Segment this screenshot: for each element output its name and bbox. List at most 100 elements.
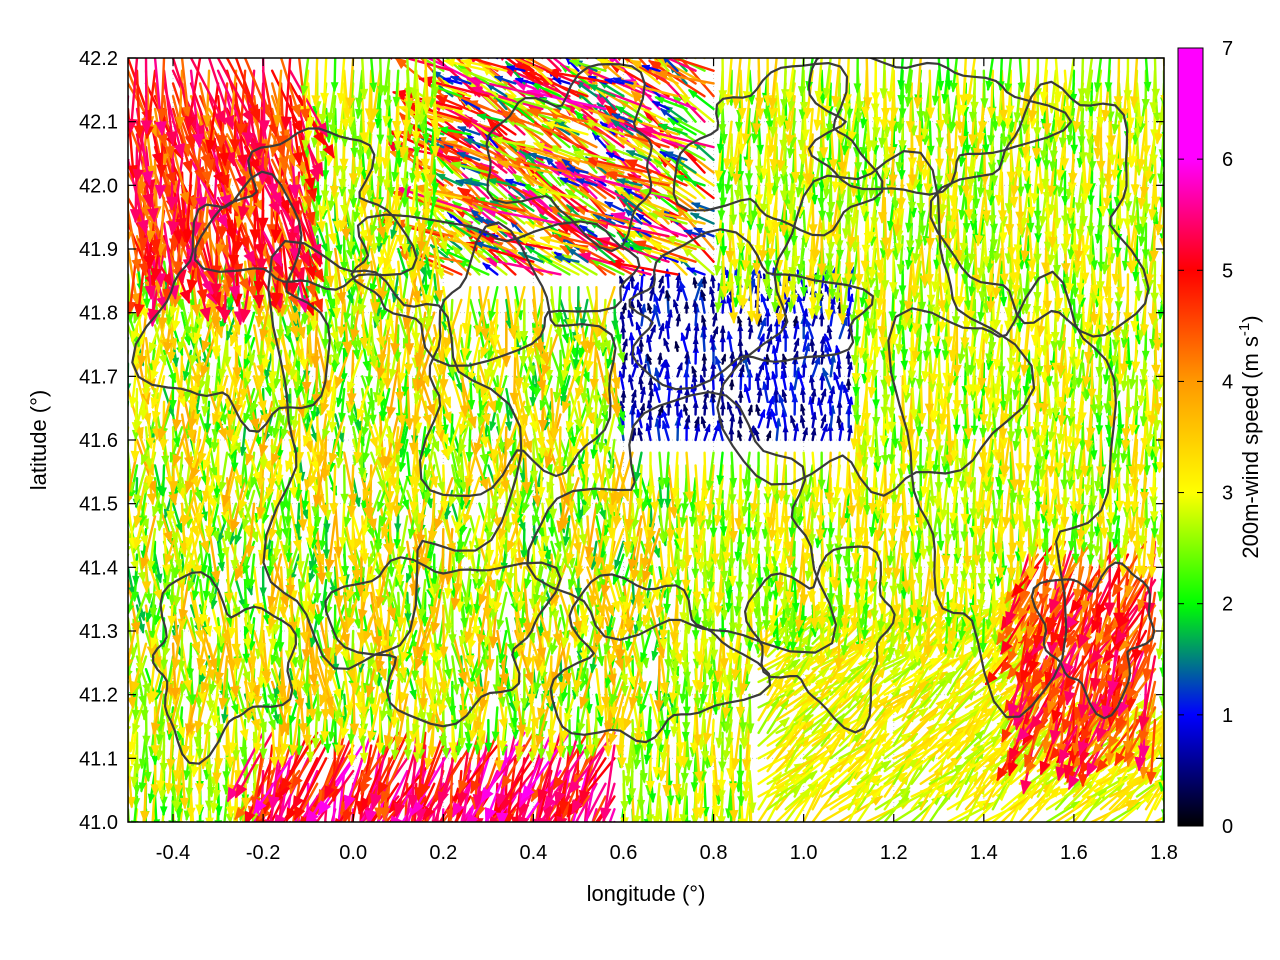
wind-arrow-head: [483, 841, 493, 855]
wind-arrow-head: [239, 728, 249, 742]
wind-arrow-head: [645, 780, 655, 793]
wind-arrow-head: [632, 815, 642, 822]
wind-arrow-head: [725, 737, 734, 749]
wind-arrow-head: [545, 751, 555, 763]
wind-arrow-head: [440, 872, 454, 888]
wind-arrow-shaft: [306, 782, 310, 822]
wind-arrow-head: [735, 706, 746, 719]
wind-arrow-head: [577, 722, 586, 734]
wind-arrow-head: [478, 699, 489, 712]
wind-arrow-shaft: [658, 795, 663, 822]
wind-arrow-head: [205, 700, 215, 712]
wind-arrow-head: [380, 790, 391, 805]
wind-arrow-head: [680, 772, 689, 784]
wind-arrow-head: [356, 871, 368, 885]
wind-arrow-head: [212, 789, 221, 801]
wind-arrow-head: [332, 688, 342, 701]
wind-arrow-head: [1039, 760, 1051, 776]
wind-arrow-head: [560, 730, 570, 743]
wind-arrow-shaft: [1144, 719, 1164, 735]
wind-arrow-head: [738, 722, 747, 733]
wind-arrow-head: [531, 821, 538, 822]
wind-arrow-head: [726, 768, 736, 780]
wind-arrow-head: [462, 721, 471, 733]
wind-arrow-shaft: [406, 820, 409, 822]
wind-arrow-head: [574, 880, 585, 895]
wind-arrow-head: [494, 760, 504, 773]
wind-arrow-head: [711, 705, 720, 716]
wind-arrow-head: [996, 766, 1008, 782]
wind-arrow-head: [343, 794, 356, 811]
wind-arrow-head: [234, 849, 244, 861]
wind-arrow-head: [359, 752, 369, 764]
wind-arrow-head: [399, 837, 410, 851]
wind-arrow-shaft: [393, 757, 427, 822]
wind-arrow-head: [552, 776, 565, 791]
wind-arrow-head: [1095, 727, 1108, 743]
wind-arrow-head: [682, 706, 691, 717]
wind-arrow-head: [576, 843, 588, 858]
wind-arrow-head: [128, 725, 132, 731]
wind-arrow-head: [482, 856, 494, 871]
wind-arrow-shaft: [555, 731, 580, 806]
wind-arrow-head: [409, 730, 419, 743]
wind-arrow-head: [1080, 728, 1092, 743]
wind-arrow-head: [827, 645, 839, 658]
wind-arrow-head: [235, 783, 248, 799]
wind-arrow-head: [334, 826, 344, 840]
wind-arrow-head: [693, 697, 702, 709]
wind-arrow-head: [159, 762, 168, 774]
wind-arrow-head: [620, 801, 629, 812]
wind-arrow-head: [225, 806, 235, 818]
wind-arrow-head: [210, 802, 219, 814]
wind-arrow-head: [737, 818, 747, 822]
wind-arrow-head: [405, 848, 416, 862]
wind-arrow-head: [569, 838, 581, 854]
wind-arrow-head: [551, 835, 563, 851]
wind-arrow-head: [695, 792, 704, 805]
wind-arrow-head: [877, 733, 890, 744]
wind-arrow-head: [231, 703, 239, 715]
wind-arrow-head: [489, 880, 500, 896]
wind-arrow-head: [561, 869, 573, 883]
wind-arrow-head: [360, 772, 373, 787]
wind-arrow-head: [358, 876, 369, 890]
wind-arrow-head: [366, 858, 377, 872]
wind-arrow-head: [1063, 764, 1075, 779]
wind-arrow-head: [974, 729, 985, 741]
wind-arrow-head: [272, 714, 280, 725]
wind-arrow-shaft: [542, 757, 562, 822]
wind-arrow-head: [1077, 774, 1089, 788]
wind-arrow-head: [287, 869, 299, 884]
wind-arrow-head: [293, 876, 305, 891]
wind-arrow-head: [889, 667, 901, 678]
wind-arrow-shaft: [279, 757, 292, 822]
wind-arrow-head: [715, 737, 724, 749]
wind-arrow-shaft: [748, 820, 751, 822]
wind-arrow-shaft: [567, 808, 571, 822]
wind-arrow-head: [166, 721, 177, 735]
wind-arrow-head: [717, 816, 726, 822]
wind-arrow-head: [658, 769, 668, 782]
wind-arrow-head: [222, 771, 231, 782]
wind-arrow-head: [554, 790, 566, 806]
wind-arrow-head: [737, 796, 746, 807]
wind-arrow-head: [735, 824, 743, 835]
wind-arrow-head: [287, 825, 298, 839]
wind-arrow-head: [679, 693, 688, 705]
wind-arrow-head: [465, 828, 477, 844]
wind-arrow-head: [530, 744, 540, 757]
wind-arrow-head: [1146, 771, 1157, 785]
wind-arrow-head: [652, 815, 661, 822]
wind-arrow-head: [324, 863, 336, 878]
wind-arrow-head: [488, 826, 501, 840]
wind-arrow-head: [1123, 748, 1135, 763]
wind-arrow-head: [302, 734, 312, 747]
wind-arrow-head: [452, 801, 465, 818]
wind-arrow-head: [195, 839, 203, 850]
wind-arrow-head: [699, 694, 708, 705]
wind-arrow-head: [180, 683, 189, 695]
wind-arrow-head: [1049, 786, 1061, 798]
wind-arrow-head: [364, 809, 377, 822]
wind-arrow-head: [412, 723, 421, 735]
